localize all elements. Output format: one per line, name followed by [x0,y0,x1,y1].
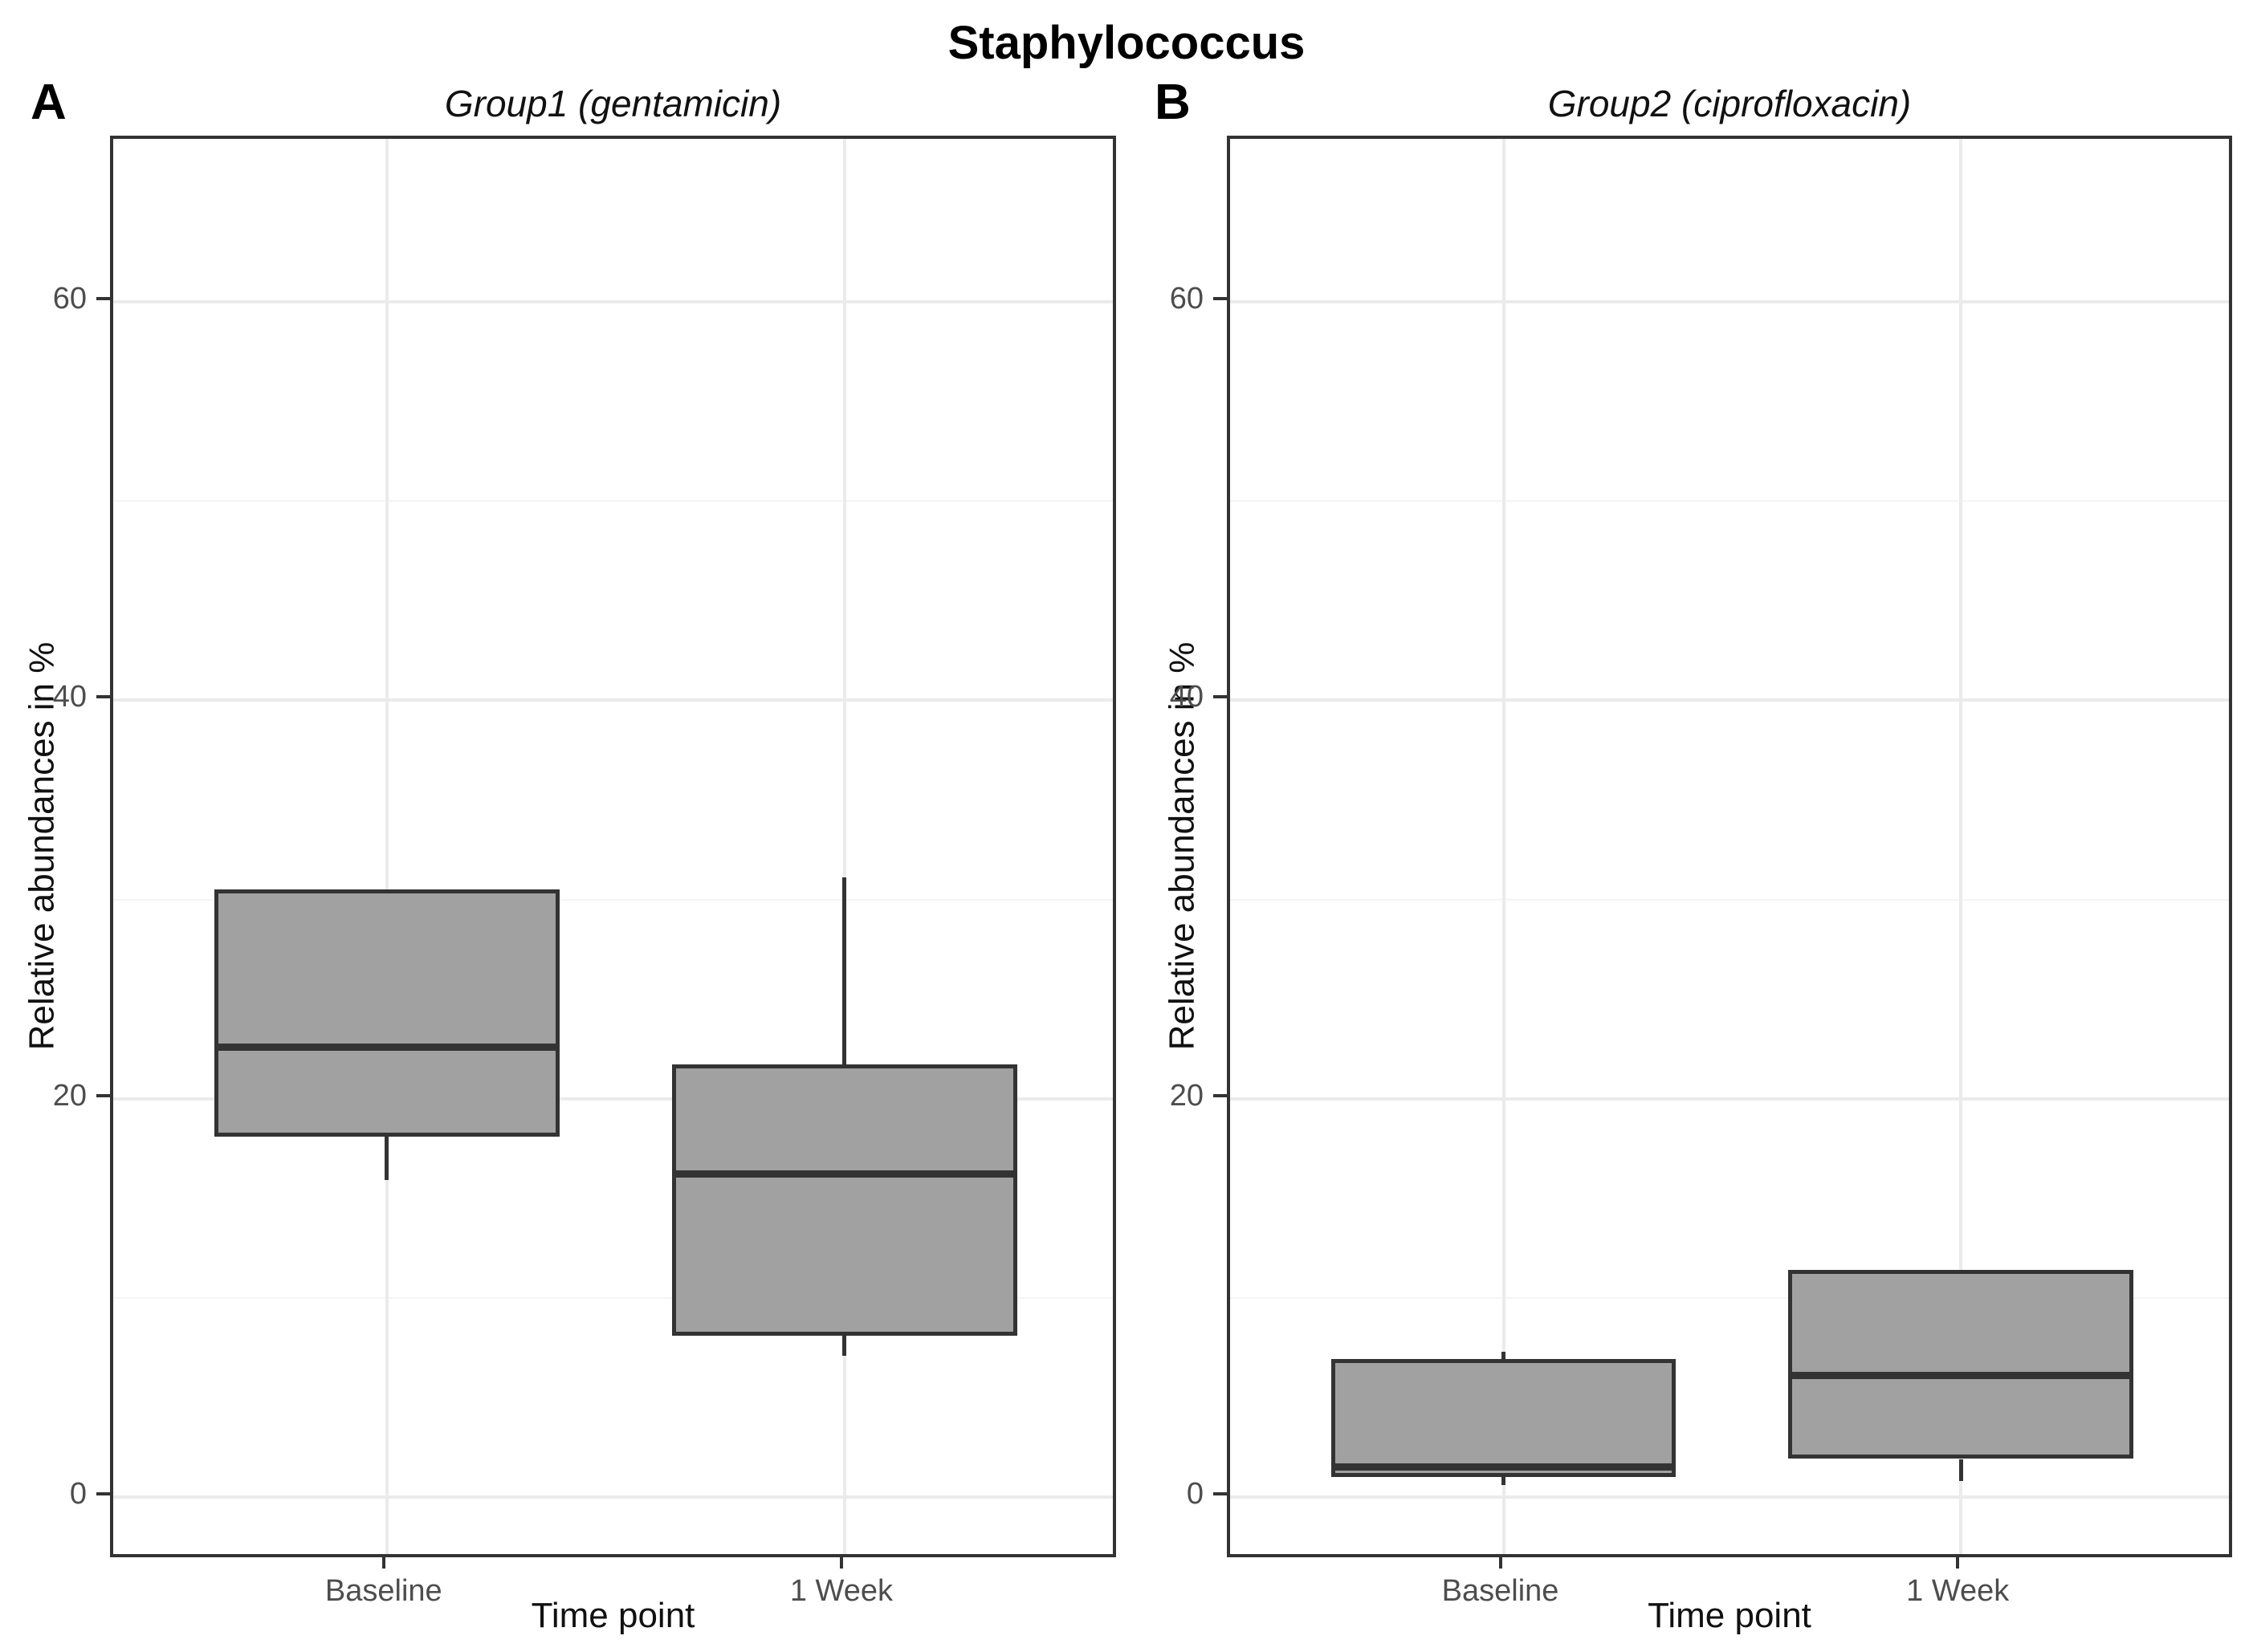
gridline-vertical-1-week [1959,139,1963,1554]
panel-a-y-axis-title: Relative abundances in % [22,641,62,1051]
gridline-vertical-1-week [842,139,846,1554]
x-tick-label-1-week: 1 Week [789,1574,893,1608]
gridline-major-60 [1230,300,2229,304]
y-tick-mark-0 [96,1491,110,1495]
gridline-major-0 [1230,1495,2229,1499]
gridline-major-40 [113,698,1113,702]
panel-a-plot-area [110,136,1116,1557]
panel-b-plot-area [1227,136,2232,1557]
median-line-1-week [1788,1371,2133,1379]
panel-b-x-axis-title: Time point [1648,1596,1811,1635]
gridline-minor-30 [113,898,1113,901]
x-tick-mark-baseline [1498,1557,1502,1569]
y-tick-label-60: 60 [52,282,87,316]
gridline-minor-50 [1230,500,2229,503]
whisker-lower-baseline [385,1136,389,1181]
panel-b-y-axis-title: Relative abundances in % [1162,641,1202,1051]
median-line-1-week [672,1170,1017,1178]
y-tick-label-0: 0 [1186,1476,1204,1511]
box-1-week [672,1064,1017,1336]
y-tick-mark-60 [96,297,110,301]
whisker-lower-1-week [1958,1459,1963,1481]
gridline-major-40 [1230,698,2229,702]
whisker-lower-1-week [842,1335,847,1356]
y-tick-label-20: 20 [1169,1078,1204,1113]
gridline-minor-50 [113,500,1113,503]
x-tick-label-1-week: 1 Week [1906,1574,2010,1608]
box-baseline [1330,1359,1677,1477]
y-tick-label-20: 20 [52,1078,87,1113]
y-tick-mark-20 [96,1093,110,1097]
x-tick-mark-1-week [1956,1557,1960,1569]
whisker-lower-baseline [1501,1476,1506,1485]
y-tick-label-60: 60 [1169,282,1204,316]
y-tick-label-0: 0 [69,1476,87,1511]
whisker-upper-1-week [842,877,847,1065]
y-tick-mark-20 [1213,1093,1227,1097]
y-tick-label-40: 40 [1169,680,1204,714]
box-1-week [1788,1269,2133,1459]
y-tick-mark-60 [1213,297,1227,301]
y-tick-mark-40 [1213,695,1227,699]
x-tick-label-baseline: Baseline [1441,1574,1559,1608]
gridline-major-20 [113,1097,1113,1101]
panel-a-label: A [31,75,67,130]
gridline-minor-10 [1230,1296,2229,1299]
gridline-major-0 [113,1495,1113,1499]
y-tick-mark-0 [1213,1491,1227,1495]
panel-a-x-axis-title: Time point [531,1596,695,1635]
x-tick-label-baseline: Baseline [324,1574,442,1608]
panel-a-subtitle: Group1 (gentamicin) [444,83,782,124]
panel-b-subtitle: Group2 (ciprofloxacin) [1547,83,1912,124]
median-line-baseline [214,1043,560,1051]
gridline-minor-10 [113,1296,1113,1299]
panel-b-label: B [1155,75,1191,130]
whisker-upper-baseline [1501,1351,1506,1360]
x-tick-mark-1-week [839,1557,843,1569]
box-baseline [214,889,560,1137]
y-tick-label-40: 40 [52,680,87,714]
median-line-baseline [1330,1463,1677,1471]
gridline-major-20 [1230,1097,2229,1101]
figure-title: Staphylococcus [947,17,1306,69]
gridline-minor-30 [1230,898,2229,901]
gridline-major-60 [113,300,1113,304]
gridline-vertical-baseline [385,139,389,1554]
x-tick-mark-baseline [381,1557,385,1569]
y-tick-mark-40 [96,695,110,699]
gridline-vertical-baseline [1501,139,1505,1554]
